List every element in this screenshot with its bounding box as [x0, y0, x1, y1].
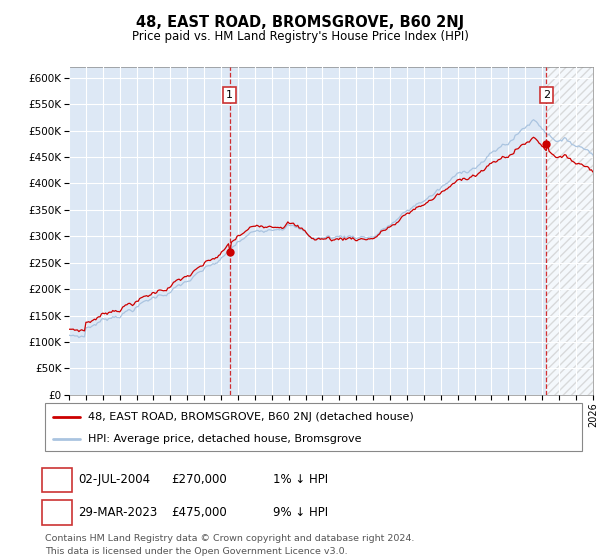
Text: HPI: Average price, detached house, Bromsgrove: HPI: Average price, detached house, Brom…	[88, 434, 361, 444]
Text: 1: 1	[226, 90, 233, 100]
Text: 29-MAR-2023: 29-MAR-2023	[78, 506, 157, 519]
Text: 1% ↓ HPI: 1% ↓ HPI	[273, 473, 328, 487]
Text: 2: 2	[53, 506, 61, 519]
Text: 02-JUL-2004: 02-JUL-2004	[78, 473, 150, 487]
Text: 9% ↓ HPI: 9% ↓ HPI	[273, 506, 328, 519]
Text: £270,000: £270,000	[171, 473, 227, 487]
Text: 48, EAST ROAD, BROMSGROVE, B60 2NJ: 48, EAST ROAD, BROMSGROVE, B60 2NJ	[136, 15, 464, 30]
Text: Price paid vs. HM Land Registry's House Price Index (HPI): Price paid vs. HM Land Registry's House …	[131, 30, 469, 44]
Text: 2: 2	[543, 90, 550, 100]
Text: Contains HM Land Registry data © Crown copyright and database right 2024.
This d: Contains HM Land Registry data © Crown c…	[45, 534, 415, 556]
Text: 1: 1	[53, 473, 61, 487]
Text: 48, EAST ROAD, BROMSGROVE, B60 2NJ (detached house): 48, EAST ROAD, BROMSGROVE, B60 2NJ (deta…	[88, 413, 414, 422]
Text: £475,000: £475,000	[171, 506, 227, 519]
